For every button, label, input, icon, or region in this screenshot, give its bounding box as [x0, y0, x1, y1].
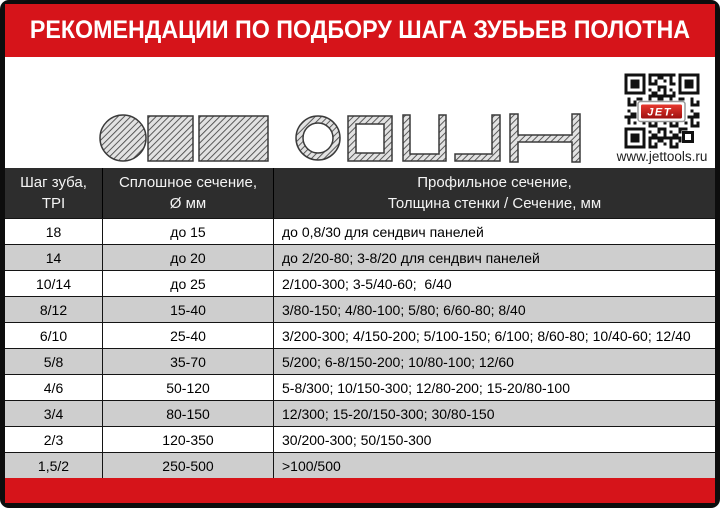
qr-code-icon: JET.	[624, 73, 700, 149]
tpi-cell: 5/8	[43, 353, 64, 370]
h-beam-profile-icon	[509, 113, 581, 163]
solid-circle-icon	[99, 114, 147, 162]
table-row: 4/6 50-120 5-8/300; 10/150-300; 12/80-20…	[5, 374, 715, 400]
page-title: РЕКОМЕНДАЦИИ ПО ПОДБОРУ ШАГА ЗУБЬЕВ ПОЛО…	[29, 16, 691, 44]
solid-square-icon	[147, 115, 194, 162]
table-row: 1,5/2 250-500 >100/500	[5, 452, 715, 478]
tpi-cell: 14	[45, 249, 62, 266]
jet-logo: JET.	[637, 100, 686, 123]
solid-section-cell: 15-40	[102, 297, 273, 322]
header-cell-solid-section: Сплошное сечение, Ø мм	[102, 168, 273, 218]
svg-text:JET.: JET.	[647, 107, 675, 119]
profile-section-cell: 3/200-300; 4/150-200; 5/100-150; 6/100; …	[273, 323, 715, 348]
tpi-cell: 1,5/2	[37, 457, 70, 474]
title-band: РЕКОМЕНДАЦИИ ПО ПОДБОРУ ШАГА ЗУБЬЕВ ПОЛО…	[5, 4, 715, 57]
table-row: 8/12 15-40 3/80-150; 4/80-100; 5/80; 6/6…	[5, 296, 715, 322]
tpi-cell: 6/10	[39, 327, 68, 344]
table-row: 6/10 25-40 3/200-300; 4/150-200; 5/100-1…	[5, 322, 715, 348]
solid-section-cell: 35-70	[102, 349, 273, 374]
table-row: 14 до 20 до 2/20-80; 3-8/20 для сендвич …	[5, 244, 715, 270]
header-cell-tpi: Шаг зуба, TPI	[20, 174, 87, 212]
tpi-table: Шаг зуба, TPI Сплошное сечение, Ø мм Про…	[5, 168, 715, 478]
footer-band	[5, 478, 715, 503]
table-row: 3/4 80-150 12/300; 15-20/150-300; 30/80-…	[5, 400, 715, 426]
profile-section-cell: 5-8/300; 10/150-300; 12/80-200; 15-20/80…	[273, 375, 715, 400]
l-angle-profile-icon	[454, 114, 501, 162]
table-row: 5/8 35-70 5/200; 6-8/150-200; 10/80-100;…	[5, 348, 715, 374]
pipe-profile-icon	[295, 115, 341, 161]
qr-block: JET.	[624, 73, 700, 149]
u-channel-profile-icon	[402, 114, 447, 162]
tpi-cell: 4/6	[43, 379, 64, 396]
solid-section-cell: 250-500	[102, 453, 273, 478]
tpi-cell: 10/14	[35, 275, 72, 292]
solid-section-cell: 80-150	[102, 401, 273, 426]
website-url: www.jettools.ru	[616, 149, 708, 164]
profile-section-cell: 3/80-150; 4/80-100; 5/80; 6/60-80; 8/40	[273, 297, 715, 322]
profile-section-cell: 30/200-300; 50/150-300	[273, 427, 715, 452]
profile-section-cell: до 0,8/30 для сендвич панелей	[273, 219, 715, 244]
header-cell-profile-section: Профильное сечение, Толщина стенки / Сеч…	[273, 168, 715, 218]
section-shapes	[99, 113, 581, 163]
profile-section-cell: 12/300; 15-20/150-300; 30/80-150	[273, 401, 715, 426]
qr-finder-patterns	[624, 73, 700, 149]
table-header: Шаг зуба, TPI Сплошное сечение, Ø мм Про…	[5, 168, 715, 218]
solid-section-cell: 120-350	[102, 427, 273, 452]
table-row: 10/14 до 25 2/100-300; 3-5/40-60; 6/40	[5, 270, 715, 296]
table-row: 18 до 15 до 0,8/30 для сендвич панелей	[5, 218, 715, 244]
tpi-cell: 18	[45, 223, 62, 240]
solid-section-cell: до 15	[102, 219, 273, 244]
table-body: 18 до 15 до 0,8/30 для сендвич панелей 1…	[5, 218, 715, 478]
profile-section-cell: до 2/20-80; 3-8/20 для сендвич панелей	[273, 245, 715, 270]
table-row: 2/3 120-350 30/200-300; 50/150-300	[5, 426, 715, 452]
tpi-cell: 2/3	[43, 431, 64, 448]
solid-section-cell: до 25	[102, 271, 273, 296]
profile-section-cell: 5/200; 6-8/150-200; 10/80-100; 12/60	[273, 349, 715, 374]
solid-section-cell: до 20	[102, 245, 273, 270]
solid-section-cell: 50-120	[102, 375, 273, 400]
solid-rectangle-icon	[198, 115, 269, 162]
box-tube-profile-icon	[347, 115, 393, 162]
profile-section-cell: 2/100-300; 3-5/40-60; 6/40	[273, 271, 715, 296]
profile-section-cell: >100/500	[273, 453, 715, 478]
tpi-cell: 8/12	[39, 301, 68, 318]
illustration-section: JET. www.jettools.ru	[5, 57, 715, 168]
tpi-cell: 3/4	[43, 405, 64, 422]
solid-section-cell: 25-40	[102, 323, 273, 348]
